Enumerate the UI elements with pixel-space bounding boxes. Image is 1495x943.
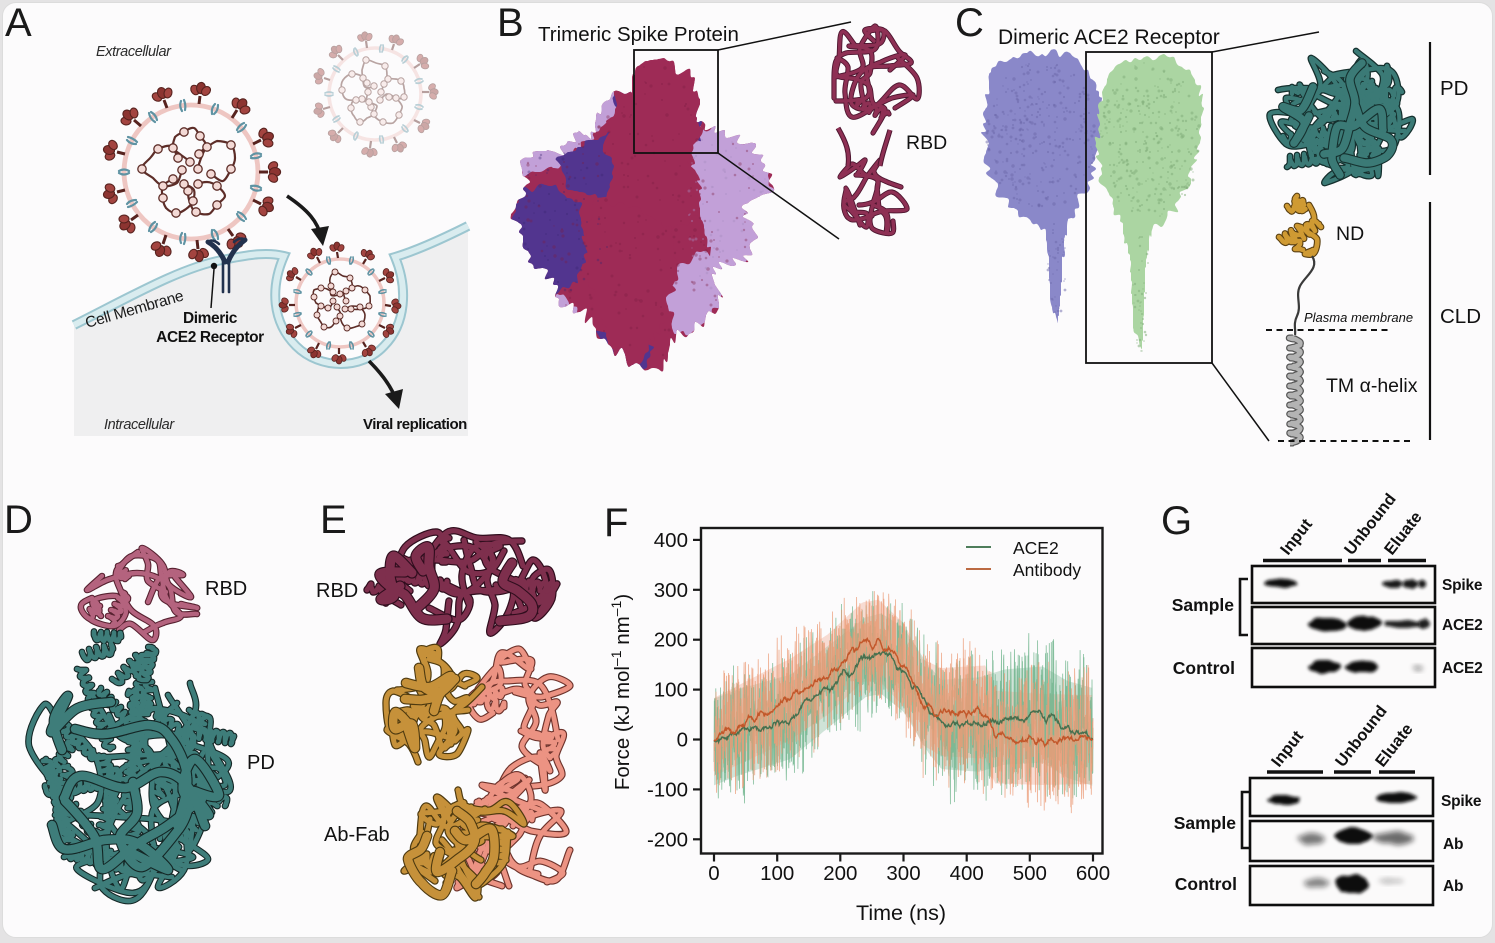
svg-text:PD: PD <box>247 752 275 774</box>
svg-text:Spike: Spike <box>1441 793 1482 810</box>
svg-text:Force (kJ mol–1 nm–1): Force (kJ mol–1 nm–1) <box>608 594 634 790</box>
svg-text:Dimeric: Dimeric <box>183 310 238 327</box>
svg-text:200: 200 <box>823 862 857 885</box>
svg-text:Ab-Fab: Ab-Fab <box>324 824 390 846</box>
svg-text:B: B <box>497 1 524 45</box>
svg-text:Trimeric Spike Protein: Trimeric Spike Protein <box>538 23 739 46</box>
svg-text:D: D <box>4 498 33 542</box>
svg-text:ND: ND <box>1336 223 1364 245</box>
svg-text:ACE2: ACE2 <box>1442 660 1483 677</box>
svg-text:Ab: Ab <box>1443 836 1463 853</box>
svg-text:E: E <box>320 498 347 542</box>
svg-text:400: 400 <box>654 529 688 552</box>
svg-text:C: C <box>955 1 984 45</box>
svg-text:Sample: Sample <box>1174 813 1237 833</box>
svg-text:Intracellular: Intracellular <box>104 417 175 433</box>
svg-text:Time (ns): Time (ns) <box>856 901 946 925</box>
svg-text:Sample: Sample <box>1172 595 1235 615</box>
svg-text:Control: Control <box>1173 658 1235 678</box>
svg-text:Viral replication: Viral replication <box>363 416 467 433</box>
svg-text:Dimeric ACE2 Receptor: Dimeric ACE2 Receptor <box>998 26 1220 49</box>
svg-text:0: 0 <box>708 862 719 885</box>
svg-text:300: 300 <box>654 579 688 602</box>
svg-text:ACE2: ACE2 <box>1013 538 1059 558</box>
svg-text:RBD: RBD <box>205 578 247 600</box>
svg-text:100: 100 <box>760 862 794 885</box>
svg-text:Ab: Ab <box>1443 878 1463 895</box>
svg-text:Spike: Spike <box>1442 577 1483 594</box>
svg-text:Input: Input <box>1268 727 1307 770</box>
svg-text:Control: Control <box>1175 874 1237 894</box>
svg-text:-100: -100 <box>647 778 688 801</box>
svg-text:0: 0 <box>677 729 688 752</box>
svg-text:100: 100 <box>654 679 688 702</box>
svg-text:RBD: RBD <box>906 132 947 154</box>
svg-text:Extracellular: Extracellular <box>96 44 172 60</box>
svg-text:F: F <box>604 501 628 545</box>
svg-text:500: 500 <box>1013 862 1047 885</box>
svg-text:G: G <box>1161 499 1192 543</box>
svg-text:Input: Input <box>1277 515 1316 558</box>
svg-text:-200: -200 <box>647 828 688 851</box>
svg-text:400: 400 <box>950 862 984 885</box>
svg-text:Plasma membrane: Plasma membrane <box>1304 310 1413 325</box>
svg-text:ACE2: ACE2 <box>1442 617 1483 634</box>
svg-text:ACE2 Receptor: ACE2 Receptor <box>156 329 264 346</box>
svg-text:RBD: RBD <box>316 580 358 602</box>
svg-text:600: 600 <box>1076 862 1110 885</box>
svg-text:A: A <box>5 1 32 45</box>
svg-text:200: 200 <box>654 629 688 652</box>
svg-text:Antibody: Antibody <box>1013 560 1081 580</box>
svg-text:CLD: CLD <box>1440 305 1481 328</box>
svg-text:300: 300 <box>886 862 920 885</box>
svg-text:TM α-helix: TM α-helix <box>1326 375 1418 397</box>
svg-text:PD: PD <box>1440 77 1468 100</box>
